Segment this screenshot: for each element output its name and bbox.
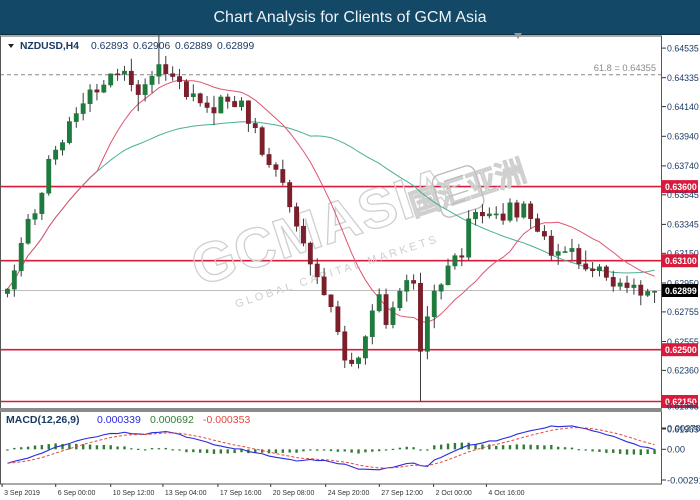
svg-text:10 Sep 12:00: 10 Sep 12:00: [113, 490, 155, 497]
svg-text:4 Oct 16:00: 4 Oct 16:00: [488, 490, 524, 497]
svg-text:0.63545: 0.63545: [667, 190, 699, 200]
svg-text:13 Sep 04:00: 13 Sep 04:00: [165, 490, 207, 497]
svg-text:0.64335: 0.64335: [667, 73, 699, 83]
svg-text:0.62889: 0.62889: [175, 41, 212, 52]
svg-text:0.63940: 0.63940: [667, 132, 699, 142]
svg-text:NZDUSD,H4: NZDUSD,H4: [20, 41, 79, 52]
svg-text:0.002783: 0.002783: [667, 423, 700, 433]
svg-text:0.00: 0.00: [667, 445, 685, 455]
svg-text:20 Sep 08:00: 20 Sep 08:00: [273, 490, 315, 497]
svg-text:0.64140: 0.64140: [667, 102, 699, 112]
svg-text:0.000692: 0.000692: [150, 414, 194, 426]
svg-text:-0.002911: -0.002911: [667, 475, 700, 485]
svg-text:3 Sep 2019: 3 Sep 2019: [4, 490, 40, 497]
svg-text:0.62899: 0.62899: [665, 286, 697, 296]
svg-text:0.62906: 0.62906: [133, 41, 170, 52]
svg-text:0.62899: 0.62899: [217, 41, 254, 52]
svg-text:MACD(12,26,9): MACD(12,26,9): [6, 414, 80, 426]
svg-text:0.61965: 0.61965: [667, 402, 699, 412]
svg-text:61.8 = 0.64355: 61.8 = 0.64355: [594, 63, 656, 73]
svg-text:2 Oct 00:00: 2 Oct 00:00: [436, 490, 472, 497]
svg-text:0.62893: 0.62893: [91, 41, 128, 52]
svg-text:24 Sep 20:00: 24 Sep 20:00: [328, 490, 370, 497]
svg-text:0.62755: 0.62755: [667, 307, 699, 317]
svg-text:Chart Analysis for Clients of: Chart Analysis for Clients of GCM Asia: [214, 9, 487, 26]
svg-text:0.64535: 0.64535: [667, 43, 699, 53]
svg-text:0.000339: 0.000339: [97, 414, 141, 426]
svg-text:0.63740: 0.63740: [667, 161, 699, 171]
svg-text:0.63345: 0.63345: [667, 220, 699, 230]
svg-text:17 Sep 16:00: 17 Sep 16:00: [220, 490, 262, 497]
svg-text:0.62360: 0.62360: [667, 366, 699, 376]
svg-text:-0.000353: -0.000353: [203, 414, 250, 426]
svg-text:6 Sep 00:00: 6 Sep 00:00: [58, 490, 96, 497]
svg-text:0.63100: 0.63100: [665, 256, 697, 266]
svg-text:27 Sep 12:00: 27 Sep 12:00: [381, 490, 423, 497]
svg-text:0.62500: 0.62500: [665, 345, 697, 355]
